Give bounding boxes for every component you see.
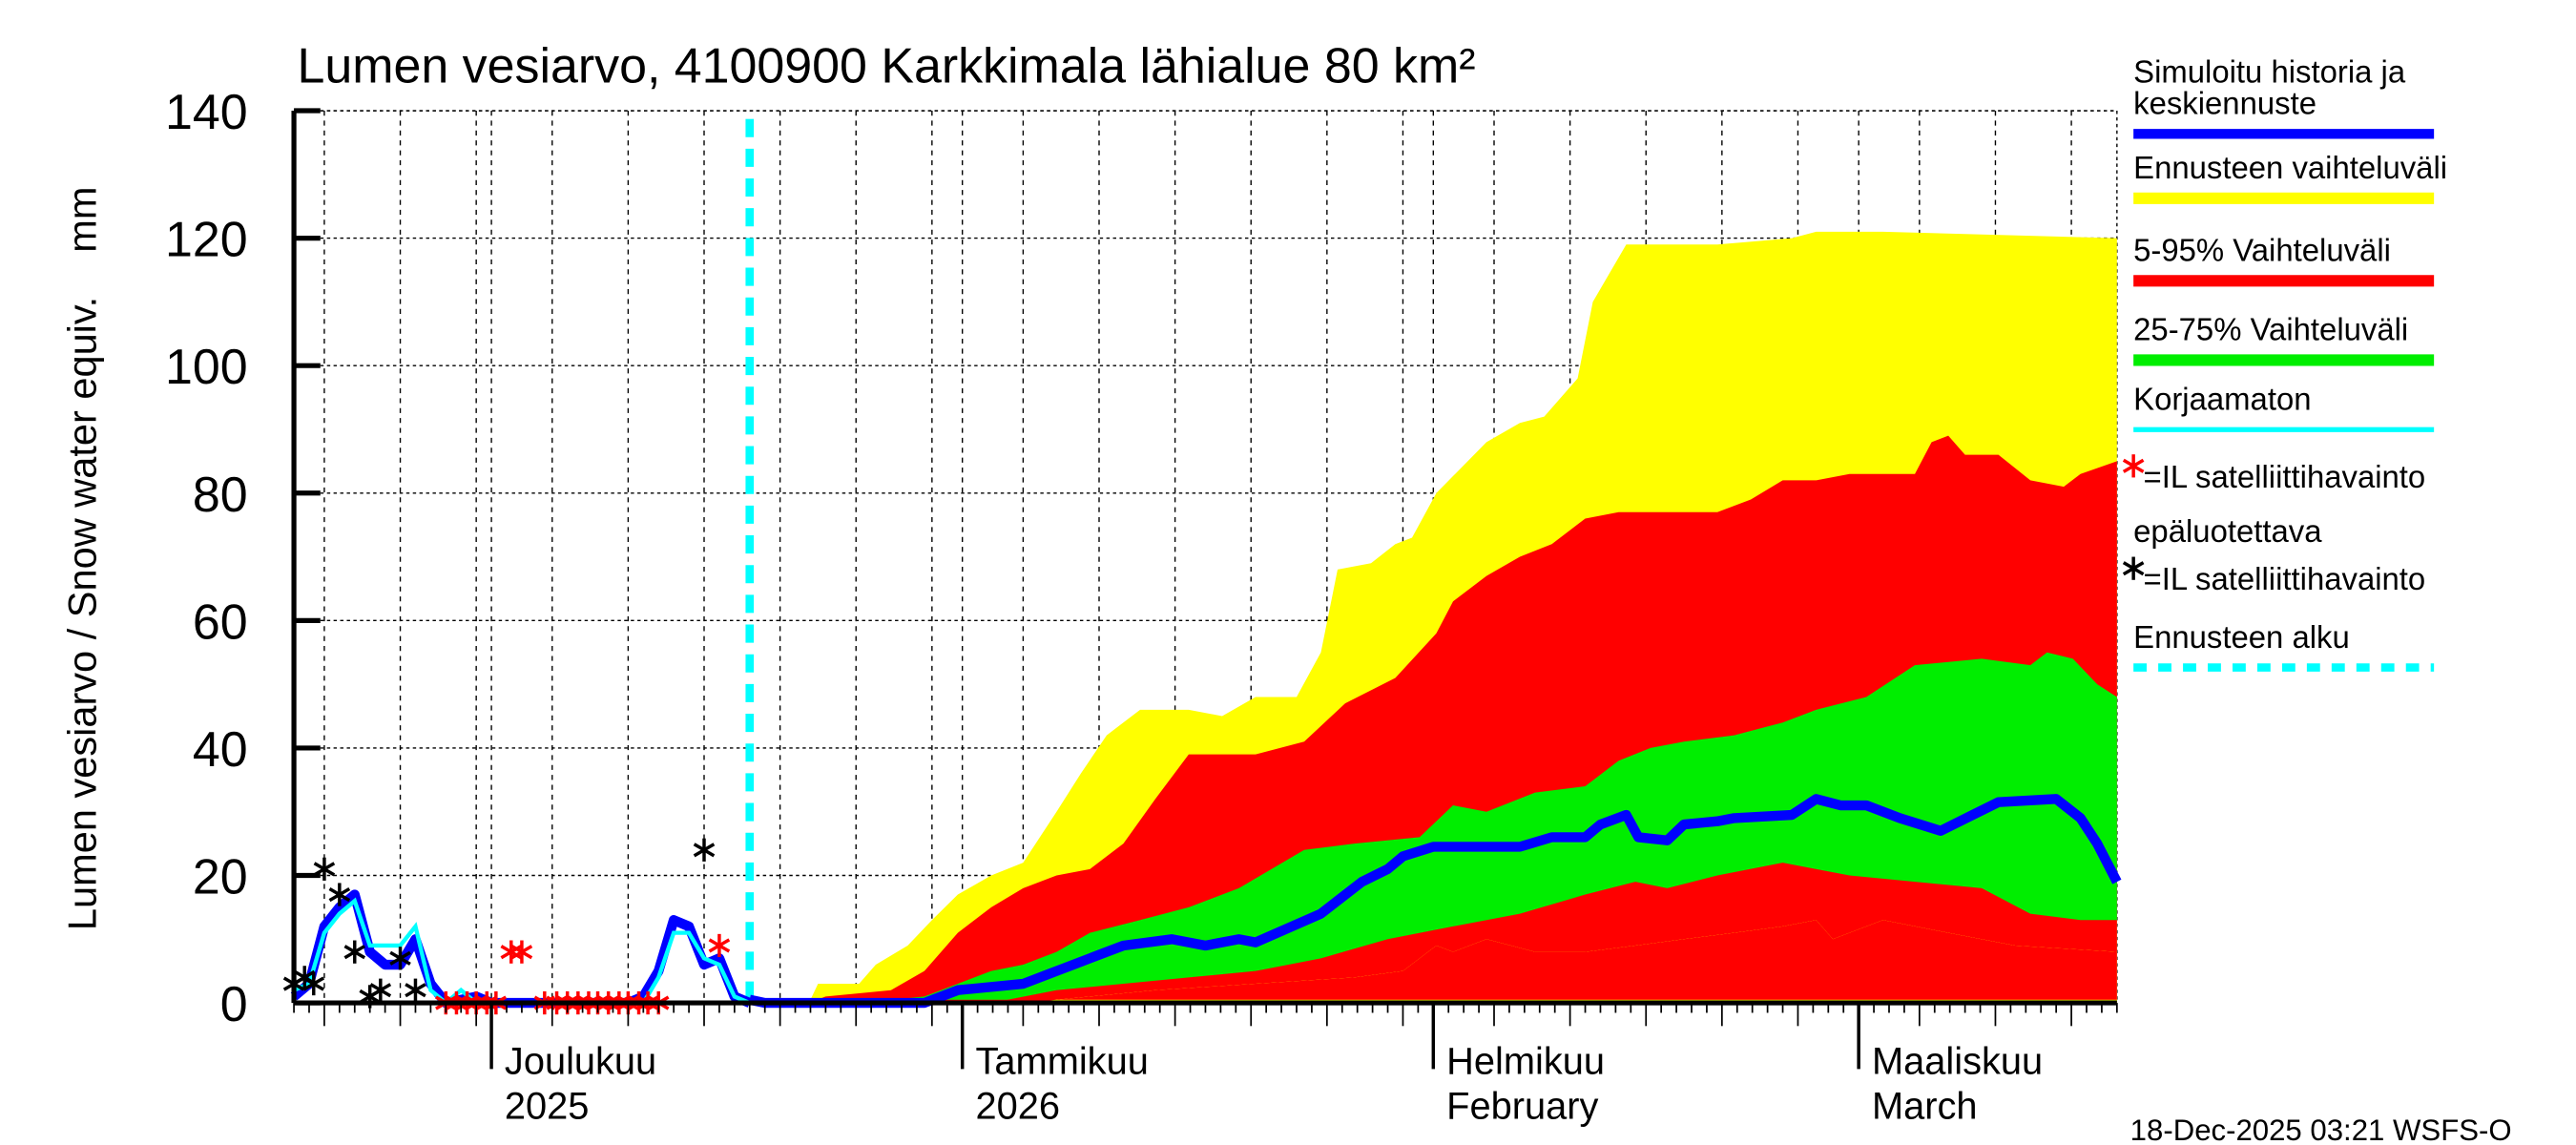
observation-unreliable	[500, 940, 523, 964]
observation-reliable	[693, 838, 716, 862]
observation-reliable	[302, 971, 325, 996]
legend-label: =IL satelliittihavainto	[2144, 561, 2426, 596]
star-stroke	[693, 843, 716, 858]
legend-label: epäluotettava	[2133, 513, 2322, 549]
bands	[749, 231, 2117, 1004]
star-stroke	[389, 950, 411, 966]
y-tick-label: 100	[165, 340, 248, 395]
observation-unreliable	[708, 933, 731, 958]
observations	[282, 838, 731, 1015]
footer-timestamp: 18-Dec-2025 03:21 WSFS-O	[2130, 1114, 2512, 1145]
median-forecast-line	[748, 794, 2122, 1009]
band-5-95-lower	[749, 920, 2117, 1004]
star-stroke	[343, 945, 366, 960]
y-tick-label: 120	[165, 213, 248, 268]
y-tick-label: 80	[193, 468, 248, 523]
legend-label: =IL satelliittihavainto	[2144, 459, 2426, 494]
y-tick-label: 0	[220, 977, 248, 1032]
observation-reliable	[389, 947, 411, 970]
month-label: Maaliskuu	[1872, 1041, 2043, 1083]
y-tick-label: 40	[193, 722, 248, 778]
observation-reliable	[328, 883, 351, 906]
star-stroke	[405, 983, 426, 998]
legend-label: Korjaamaton	[2133, 381, 2311, 416]
y-axis-label: Lumen vesiarvo / Snow water equiv. mm	[59, 186, 104, 930]
y-tick-label: 60	[193, 594, 248, 650]
star-stroke	[369, 983, 392, 998]
year-label: February	[1446, 1085, 1598, 1127]
legend-label: 25-75% Vaihteluväli	[2133, 312, 2408, 347]
star-stroke	[328, 886, 351, 903]
observation-reliable	[405, 978, 426, 1002]
year-label: March	[1872, 1085, 1978, 1127]
band-25-75	[749, 652, 2117, 1004]
star-stroke	[2122, 458, 2145, 473]
legend-label: keskiennuste	[2133, 85, 2316, 120]
observation-reliable	[313, 857, 336, 881]
y-tick-label: 140	[165, 85, 248, 140]
y-tick-label: 20	[193, 850, 248, 906]
year-label: 2025	[505, 1085, 590, 1127]
star-stroke	[510, 945, 533, 960]
observation-reliable	[369, 978, 392, 1002]
legend-label: Ennusteen alku	[2133, 619, 2350, 655]
legend-label: Ennusteen vaihteluväli	[2133, 150, 2447, 185]
observation-unreliable	[510, 940, 533, 964]
legend-star-icon	[2122, 556, 2145, 580]
legend-label: 5-95% Vaihteluväli	[2133, 233, 2391, 268]
observation-reliable	[343, 940, 366, 964]
star-stroke	[708, 938, 731, 953]
year-label: 2026	[976, 1085, 1061, 1127]
star-stroke	[302, 976, 325, 991]
chart-title: Lumen vesiarvo, 4100900 Karkkimala lähia…	[298, 39, 1476, 94]
legend-star-icon	[2122, 454, 2145, 478]
month-label: Helmikuu	[1446, 1041, 1605, 1083]
star-stroke	[313, 862, 336, 877]
star-stroke	[2122, 561, 2145, 576]
month-label: Tammikuu	[976, 1041, 1149, 1083]
legend-label: Simuloitu historia ja	[2133, 54, 2406, 90]
month-label: Joulukuu	[505, 1041, 656, 1083]
